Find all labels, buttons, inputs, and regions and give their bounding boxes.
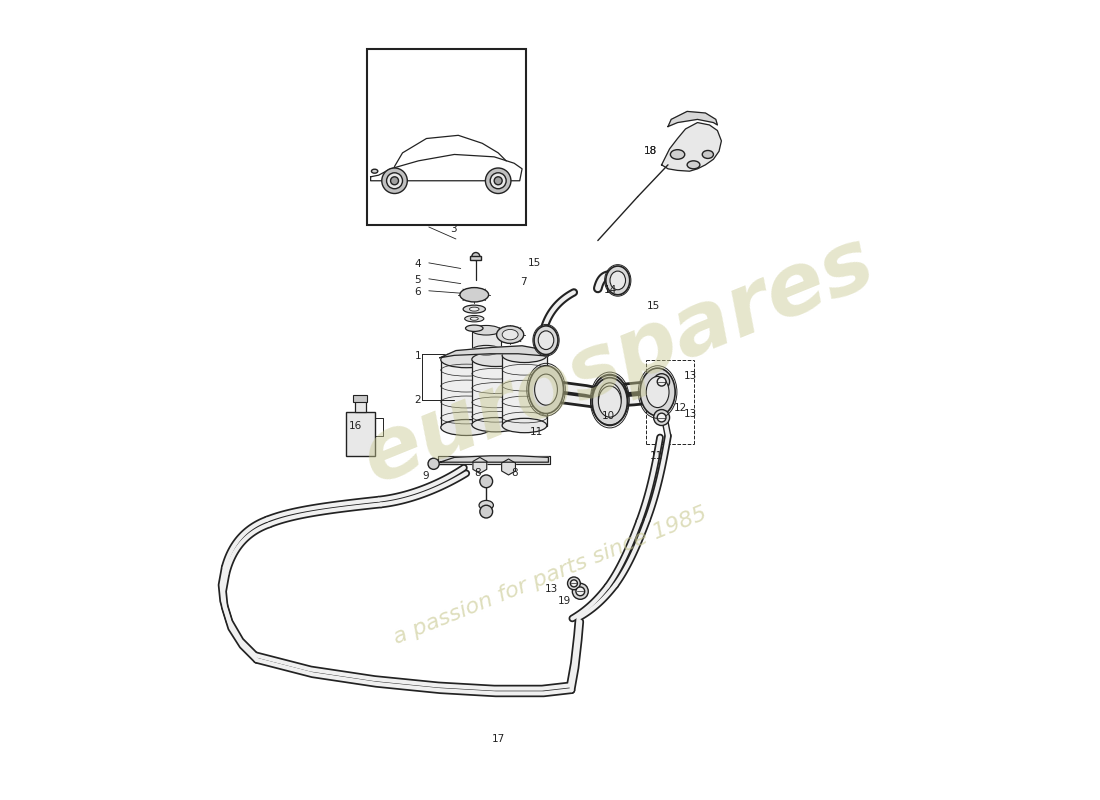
- Text: 18: 18: [645, 146, 658, 156]
- Text: 4: 4: [415, 259, 421, 270]
- Circle shape: [485, 168, 510, 194]
- Text: 11: 11: [650, 451, 663, 461]
- Text: 17: 17: [492, 734, 505, 744]
- Ellipse shape: [441, 352, 492, 368]
- Ellipse shape: [472, 352, 519, 366]
- Bar: [503, 355, 547, 426]
- Circle shape: [571, 580, 578, 587]
- Text: 11: 11: [530, 427, 543, 437]
- Circle shape: [428, 458, 439, 470]
- Text: 13: 13: [684, 371, 697, 381]
- Ellipse shape: [478, 501, 494, 510]
- Ellipse shape: [441, 419, 492, 435]
- Text: 15: 15: [528, 258, 541, 268]
- Ellipse shape: [463, 305, 485, 313]
- Text: 7: 7: [519, 277, 526, 287]
- Ellipse shape: [646, 377, 669, 407]
- Bar: [441, 360, 492, 427]
- Ellipse shape: [598, 383, 622, 414]
- Ellipse shape: [465, 325, 483, 331]
- Circle shape: [480, 506, 493, 518]
- Polygon shape: [440, 346, 549, 358]
- Polygon shape: [439, 456, 550, 464]
- Circle shape: [390, 177, 398, 185]
- Polygon shape: [371, 154, 522, 181]
- Text: 16: 16: [349, 421, 362, 430]
- Text: 18: 18: [645, 146, 658, 156]
- Ellipse shape: [472, 326, 500, 335]
- Circle shape: [576, 587, 585, 596]
- Ellipse shape: [670, 150, 684, 159]
- Circle shape: [491, 173, 506, 189]
- Ellipse shape: [598, 386, 622, 417]
- Ellipse shape: [503, 330, 518, 340]
- Ellipse shape: [472, 346, 500, 355]
- Ellipse shape: [640, 368, 675, 416]
- Circle shape: [480, 475, 493, 488]
- Bar: [353, 395, 367, 402]
- Polygon shape: [440, 456, 549, 462]
- Text: 3: 3: [450, 223, 456, 234]
- Ellipse shape: [372, 170, 377, 173]
- Ellipse shape: [610, 271, 626, 290]
- Text: 8: 8: [512, 468, 518, 478]
- Ellipse shape: [460, 287, 488, 302]
- Text: 5: 5: [415, 275, 421, 286]
- Bar: [354, 400, 366, 412]
- Circle shape: [386, 173, 403, 189]
- Ellipse shape: [592, 374, 627, 422]
- Bar: [345, 412, 375, 456]
- Ellipse shape: [535, 374, 558, 405]
- Ellipse shape: [535, 326, 558, 354]
- Text: 14: 14: [604, 285, 617, 295]
- Circle shape: [572, 583, 588, 599]
- Ellipse shape: [464, 315, 484, 322]
- Text: 13: 13: [544, 584, 558, 594]
- Bar: [471, 256, 482, 260]
- Text: 6: 6: [415, 287, 421, 298]
- Ellipse shape: [471, 317, 478, 320]
- Ellipse shape: [702, 150, 714, 158]
- Text: 15: 15: [647, 301, 660, 311]
- Circle shape: [657, 378, 665, 386]
- Ellipse shape: [503, 348, 547, 362]
- Ellipse shape: [472, 418, 519, 432]
- Bar: [472, 330, 500, 350]
- Circle shape: [494, 177, 503, 185]
- Ellipse shape: [688, 161, 700, 169]
- Ellipse shape: [503, 418, 547, 433]
- Text: 2: 2: [415, 395, 421, 405]
- Text: 1: 1: [415, 351, 421, 361]
- Polygon shape: [668, 111, 717, 126]
- Text: 9: 9: [422, 470, 429, 481]
- Circle shape: [382, 168, 407, 194]
- Ellipse shape: [592, 378, 627, 426]
- Text: 19: 19: [558, 596, 571, 606]
- Ellipse shape: [538, 331, 553, 350]
- Text: 8: 8: [474, 468, 481, 478]
- Circle shape: [653, 374, 670, 390]
- Circle shape: [653, 410, 670, 426]
- Polygon shape: [661, 122, 722, 171]
- Circle shape: [472, 253, 480, 261]
- Polygon shape: [502, 459, 516, 475]
- Ellipse shape: [470, 307, 478, 311]
- Bar: [472, 359, 519, 425]
- Text: 10: 10: [602, 411, 615, 421]
- Text: a passion for parts since 1985: a passion for parts since 1985: [390, 503, 710, 648]
- Circle shape: [657, 413, 665, 422]
- Text: eurospares: eurospares: [351, 220, 887, 501]
- Text: 12: 12: [673, 403, 686, 413]
- Polygon shape: [473, 458, 486, 474]
- Ellipse shape: [528, 366, 563, 414]
- Ellipse shape: [606, 266, 629, 294]
- Text: 13: 13: [684, 409, 697, 418]
- Circle shape: [568, 577, 581, 590]
- Ellipse shape: [496, 326, 524, 343]
- Bar: [366, 50, 526, 225]
